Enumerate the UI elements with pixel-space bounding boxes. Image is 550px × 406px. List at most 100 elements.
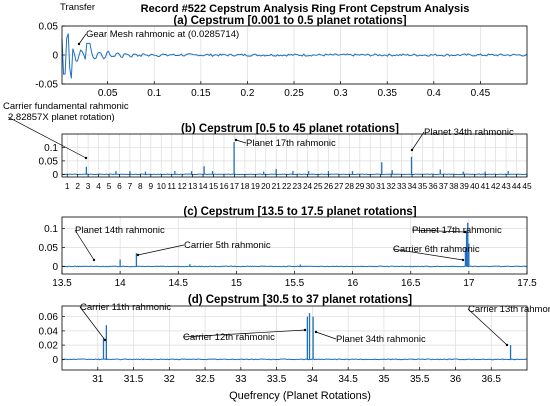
x-tick-label: 31 (376, 181, 386, 191)
annotation-arrowhead (77, 42, 81, 46)
x-tick-label: 42 (491, 181, 501, 191)
y-tick-label: 0.05 (39, 156, 59, 167)
annotation-label: Planet 14th rahmonic (75, 225, 165, 236)
y-tick-label: 0.06 (39, 312, 59, 323)
plot-area (62, 134, 527, 177)
x-tick-label: 39 (460, 181, 470, 191)
x-tick-label: 17 (230, 181, 240, 191)
x-tick-label: 35 (378, 374, 390, 385)
annotation-arrow (315, 331, 337, 340)
y-tick-label: 0 (52, 170, 58, 181)
annotation-arrow (79, 306, 106, 341)
x-tick-label: 29 (355, 181, 365, 191)
x-tick-label: 21 (272, 181, 282, 191)
annotation-label: Planet 17th rahmonic (412, 225, 502, 236)
annotation-label: Carrier 12th rahmonic (183, 332, 275, 343)
y-tick-label: 0.04 (39, 326, 59, 337)
x-tick-label: 7 (128, 181, 133, 191)
x-tick-label: 16.5 (401, 278, 421, 289)
panel-d: 31 31.5 32 32.5 33 33.5 34 34.5 35 35.5 36 36.5 0 0.0… (39, 302, 550, 385)
annotation-arrow (467, 308, 508, 346)
x-tick-label: 27 (334, 181, 344, 191)
panel-d-title: (d) Cepstrum [30.5 to 37 planet rotation… (188, 294, 412, 306)
x-tick-label: 4 (96, 181, 101, 191)
x-tick-label: 14 (198, 181, 208, 191)
annotation-arrow (74, 229, 95, 261)
annotation-arrow (78, 33, 87, 45)
x-tick-label: 43 (501, 181, 511, 191)
x-tick-label: 0.4 (427, 88, 441, 99)
x-tick-label: 38 (449, 181, 459, 191)
annotation-arrowhead (410, 148, 414, 152)
annotation-arrowhead (463, 230, 467, 234)
y-tick-label: 0 (52, 262, 58, 273)
x-tick-label: 3 (86, 181, 91, 191)
cepstrum-line (61, 358, 528, 361)
annotation-arrowhead (461, 258, 465, 262)
annotation-label: 2.82857X planet rotation) (8, 112, 115, 123)
x-tick-label: 28 (345, 181, 355, 191)
x-tick-label: 32 (387, 181, 397, 191)
x-tick-label: 0.3 (334, 88, 348, 99)
x-tick-label: 37 (439, 181, 449, 191)
annotation-arrowhead (505, 343, 509, 347)
x-tick-label: 32.5 (195, 374, 215, 385)
y-tick-label: 0.1 (44, 224, 58, 235)
annotation-label: Carrier 11th rahmonic (80, 302, 171, 313)
x-tick-label: 0.1 (147, 88, 161, 99)
x-tick-label: 15 (209, 181, 219, 191)
y-tick-label: 0.05 (39, 22, 59, 33)
x-tick-label: 44 (512, 181, 522, 191)
x-tick-label: 33 (397, 181, 407, 191)
x-tick-label: 26 (324, 181, 334, 191)
annotation-arrow (411, 131, 425, 151)
x-tick-label: 41 (481, 181, 491, 191)
annotation-label: Carrier 6th rahmonic (393, 244, 480, 255)
annotation-arrowhead (84, 156, 88, 160)
annotation-arrowhead (314, 330, 318, 334)
x-tick-label: 45 (522, 181, 532, 191)
cepstrum-line (61, 265, 528, 268)
annotation-arrow (235, 139, 247, 144)
panel-c: 13.5 14 14.5 15 15.5 16 16.5 17 17.5 0 0.05 0.1 Plan… (39, 216, 537, 289)
x-tick-label: 0.45 (471, 88, 491, 99)
x-tick-label: 16 (347, 278, 359, 289)
x-tick-label: 14.5 (169, 278, 189, 289)
x-tick-label: 9 (149, 181, 154, 191)
annotation-label: Planet 34th rahmonic (336, 334, 426, 345)
x-tick-label: 36 (450, 374, 462, 385)
cepstrum-line (61, 33, 528, 79)
axes-frame (61, 133, 528, 178)
panel-b: 1 2 3 4 5 6 7 8 9 10 11 12 13 14 15 16 17 18 19 20 21 22 23 24 2… (3, 101, 532, 191)
annotation-arrow (137, 244, 185, 256)
x-tick-label: 17.5 (517, 278, 537, 289)
panel-a-title: (a) Cepstrum [0.001 to 0.5 planet rotati… (173, 15, 406, 27)
annotation-arrow (7, 116, 87, 159)
x-tick-label: 0.35 (377, 88, 397, 99)
x-tick-label: 36 (428, 181, 438, 191)
x-tick-label: 40 (470, 181, 480, 191)
x-tick-label: 25 (313, 181, 323, 191)
x-tick-label: 34.5 (338, 374, 358, 385)
annotation-label: Planet 17th rahmonic (246, 138, 336, 149)
panels: 0.05 0.1 0.15 0.2 0.25 0.3 0.35 0.4 0.45-0.0500.… (3, 2, 550, 385)
annotation-label: Gear Mesh rahmonic at (0.0285714) (86, 29, 239, 40)
x-tick-label: 17 (463, 278, 475, 289)
plot-area (62, 306, 527, 370)
x-tick-label: 35 (418, 181, 428, 191)
annotation-arrow (182, 329, 306, 338)
x-tick-label: 0.05 (98, 88, 118, 99)
x-tick-label: 15 (231, 278, 243, 289)
annotation-label: Carrier 13th rahmonic (468, 304, 550, 315)
y-tick-label: -0.05 (35, 80, 58, 91)
y-tick-label: 0 (52, 51, 58, 62)
x-tick-label: 0.2 (240, 88, 254, 99)
panel-c-title: (c) Cepstrum [13.5 to 17.5 planet rotati… (183, 206, 416, 218)
x-tick-label: 0.25 (284, 88, 304, 99)
x-tick-label: 34 (407, 181, 417, 191)
annotation-arrow (411, 229, 466, 233)
axes-frame (61, 305, 528, 371)
x-tick-label: 12 (178, 181, 188, 191)
x-tick-label: 13.5 (52, 278, 72, 289)
